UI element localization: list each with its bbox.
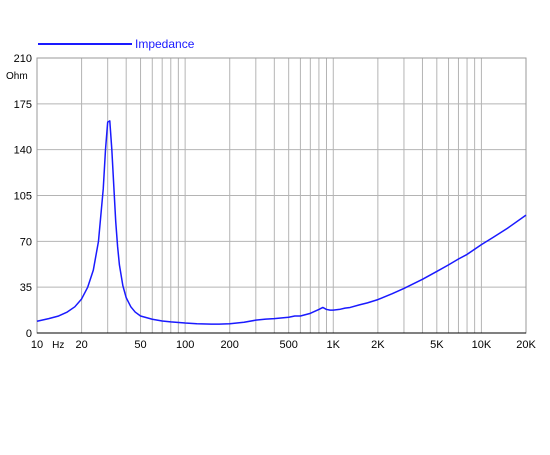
- y-unit-label: Ohm: [6, 71, 28, 82]
- x-tick-label: 2K: [371, 339, 385, 351]
- grid-layer: [37, 58, 526, 333]
- impedance-line: [36, 120, 527, 325]
- y-tick-label: 35: [20, 282, 32, 294]
- x-tick-label: 10: [31, 339, 43, 351]
- legend-label: Impedance: [135, 37, 195, 51]
- x-tick-label: 500: [279, 339, 297, 351]
- x-tick-label: 20K: [516, 339, 536, 351]
- y-tick-label: 105: [14, 191, 32, 203]
- series-layer: [36, 120, 527, 325]
- axis-layer: 0 35 70 105 140 175 210 Ohm 10 20 50 100 200 500 1K 2K 5…: [6, 53, 536, 351]
- x-tick-label: 200: [221, 339, 239, 351]
- x-tick-label: 50: [134, 339, 146, 351]
- x-tick-label: 20: [75, 339, 87, 351]
- x-tick-label: 1K: [327, 339, 341, 351]
- y-tick-label: 210: [14, 53, 32, 65]
- x-unit-label: Hz: [52, 340, 64, 351]
- y-tick-label: 0: [26, 328, 32, 340]
- x-tick-label: 5K: [430, 339, 444, 351]
- y-tick-label: 140: [14, 145, 32, 157]
- x-tick-label: 100: [176, 339, 194, 351]
- y-tick-label: 70: [20, 236, 32, 248]
- y-tick-label: 175: [14, 99, 32, 111]
- legend: Impedance: [38, 37, 195, 51]
- x-tick-label: 10K: [472, 339, 492, 351]
